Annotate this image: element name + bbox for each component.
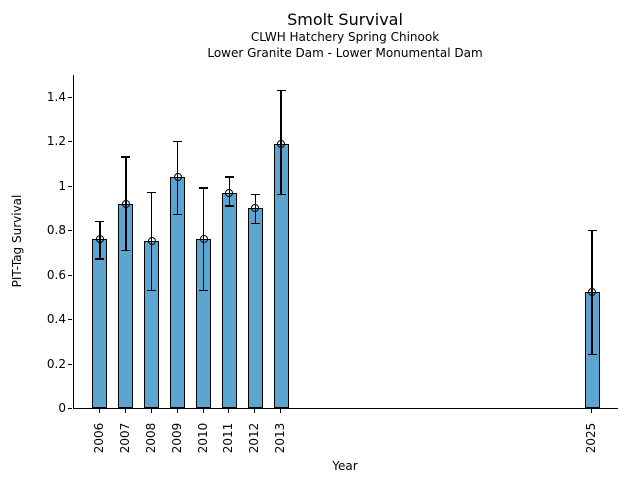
data-point-marker-2012 <box>251 204 260 213</box>
error-cap-bottom-2011 <box>224 205 234 207</box>
error-cap-bottom-2010 <box>199 289 209 292</box>
y-tick-label-0.2: 0.2 <box>46 356 66 371</box>
y-tick-0.8 <box>68 230 72 232</box>
x-tick-label-2009: 2009 <box>169 422 184 454</box>
data-point-marker-2009 <box>173 172 182 181</box>
y-tick-label-0.8: 0.8 <box>46 223 66 238</box>
y-tick-1.4 <box>68 97 72 98</box>
error-cap-bottom-2007 <box>121 249 131 252</box>
bar-2012 <box>247 208 263 408</box>
error-cap-bottom-2006 <box>95 258 105 260</box>
x-tick-2012 <box>254 409 256 413</box>
y-tick-label-0.6: 0.6 <box>46 267 66 282</box>
x-tick-label-2007: 2007 <box>117 422 132 454</box>
error-cap-top-2012 <box>250 193 260 196</box>
y-axis-label: PIT-Tag Survival <box>10 194 24 288</box>
data-point-marker-2011 <box>225 188 234 197</box>
y-tick-1.2 <box>68 141 72 143</box>
x-tick-2010 <box>202 409 204 413</box>
x-tick-label-2010: 2010 <box>195 422 210 454</box>
y-tick-0 <box>68 408 72 409</box>
x-tick-label-2012: 2012 <box>247 422 262 454</box>
x-tick-2006 <box>98 409 100 413</box>
x-tick-2009 <box>176 409 178 413</box>
bar-2011 <box>221 192 237 408</box>
error-cap-top-2007 <box>121 156 131 158</box>
chart-subtitle-line1: CLWH Hatchery Spring Chinook <box>250 30 440 45</box>
error-cap-top-2011 <box>224 176 234 178</box>
x-tick-label-2025: 2025 <box>584 422 599 454</box>
x-tick-label-2006: 2006 <box>91 422 106 454</box>
error-cap-top-2009 <box>173 140 183 143</box>
error-cap-bottom-2012 <box>250 222 260 225</box>
y-tick-label-0.4: 0.4 <box>46 312 66 327</box>
y-tick-label-1.2: 1.2 <box>46 134 66 149</box>
y-tick-1 <box>68 185 72 187</box>
y-tick-0.6 <box>68 274 72 276</box>
error-cap-top-2006 <box>95 220 105 223</box>
error-cap-bottom-2025 <box>587 353 597 356</box>
bar-2006 <box>92 239 108 408</box>
error-cap-bottom-2013 <box>276 193 286 196</box>
x-tick-2025 <box>591 409 593 413</box>
x-tick-label-2011: 2011 <box>221 422 236 454</box>
y-tick-label-1: 1 <box>58 178 66 193</box>
x-tick-2013 <box>280 409 282 413</box>
data-point-marker-2025 <box>588 288 597 297</box>
chart-title: Smolt Survival <box>287 10 403 29</box>
error-cap-bottom-2009 <box>173 213 183 216</box>
data-point-marker-2010 <box>199 235 208 244</box>
error-cap-top-2008 <box>147 191 157 194</box>
y-tick-label-1.4: 1.4 <box>46 90 66 104</box>
x-tick-2011 <box>228 409 230 413</box>
chart-title-block: Smolt Survival CLWH Hatchery Spring Chin… <box>73 10 617 61</box>
error-cap-top-2025 <box>587 229 597 232</box>
error-cap-top-2013 <box>276 89 286 92</box>
y-tick-label-0: 0 <box>58 401 66 415</box>
x-tick-2007 <box>124 409 126 413</box>
x-tick-2008 <box>150 409 152 413</box>
x-tick-label-2013: 2013 <box>273 422 288 454</box>
y-tick-0.2 <box>68 363 72 365</box>
data-point-marker-2008 <box>147 237 156 246</box>
plot-area <box>73 75 618 409</box>
error-cap-bottom-2008 <box>147 289 157 292</box>
x-axis-label: Year <box>332 459 358 473</box>
x-tick-label-2008: 2008 <box>143 422 158 454</box>
error-cap-top-2010 <box>199 187 209 189</box>
y-tick-0.4 <box>68 319 72 321</box>
chart-subtitle-line2: Lower Granite Dam - Lower Monumental Dam <box>207 46 483 61</box>
data-point-marker-2006 <box>95 235 104 244</box>
data-point-marker-2013 <box>277 139 286 148</box>
data-point-marker-2007 <box>121 199 130 208</box>
